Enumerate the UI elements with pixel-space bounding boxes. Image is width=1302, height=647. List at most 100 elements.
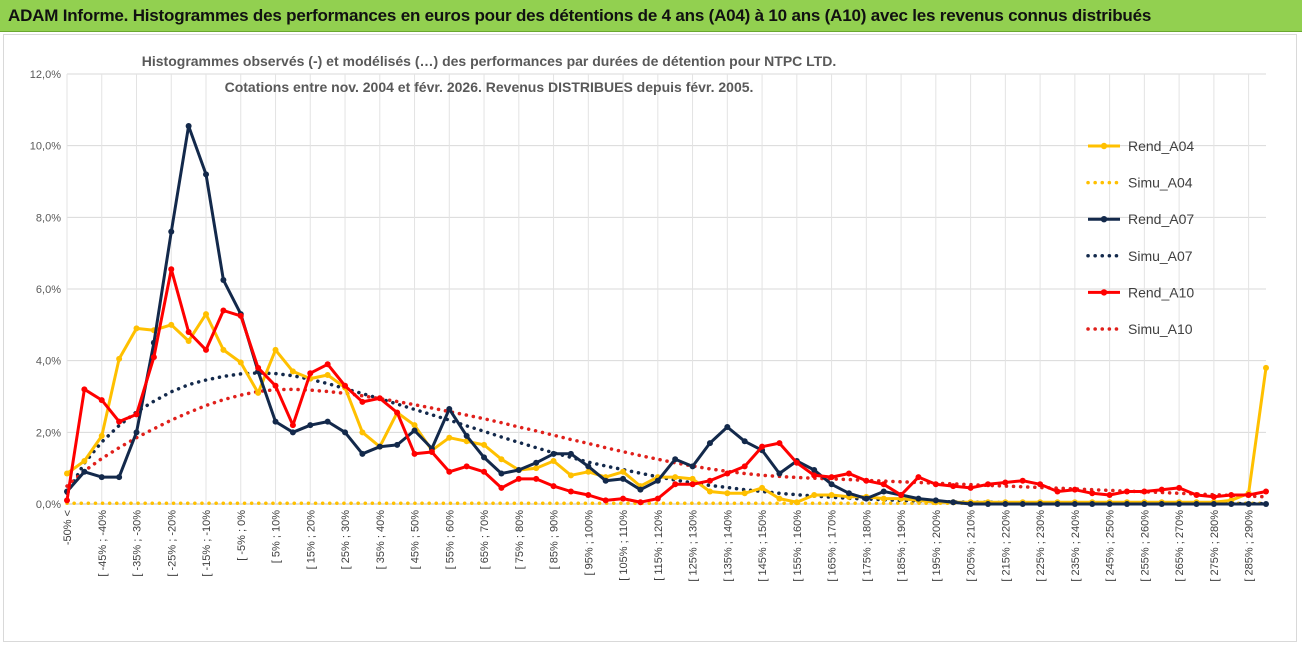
- data-point: [98, 432, 105, 439]
- data-point: [654, 477, 661, 484]
- data-point: [1263, 488, 1269, 495]
- data-point: [272, 382, 279, 389]
- data-point: [567, 488, 574, 495]
- data-point: [863, 495, 870, 502]
- x-tick-label: [ 75% ; 80%: [514, 510, 526, 570]
- x-tick-label: [ 65% ; 70%: [479, 510, 491, 570]
- data-point: [203, 311, 210, 318]
- data-point: [550, 450, 557, 457]
- data-point: [1245, 492, 1252, 499]
- data-point: [168, 266, 175, 273]
- data-point: [515, 475, 522, 482]
- data-point: [1037, 501, 1044, 507]
- data-point: [950, 499, 957, 506]
- x-tick-label: [ 45% ; 50%: [410, 510, 422, 570]
- data-point: [811, 492, 818, 499]
- data-point: [98, 397, 105, 404]
- data-point: [672, 456, 679, 463]
- data-point: [585, 463, 592, 470]
- legend-label: Simu_A10: [1128, 321, 1193, 337]
- data-point: [1141, 501, 1148, 507]
- data-point: [307, 422, 314, 429]
- legend-label: Rend_A10: [1128, 284, 1194, 300]
- data-point: [1089, 490, 1096, 497]
- data-point: [811, 472, 818, 479]
- data-point: [932, 481, 939, 488]
- data-point: [828, 474, 835, 481]
- x-tick-label: [ 165% ; 170%: [827, 510, 839, 582]
- series-line: [66, 312, 1268, 504]
- data-point: [481, 454, 488, 461]
- data-point: [133, 325, 140, 332]
- data-point: [498, 484, 505, 491]
- x-tick-label: [ 185% ; 190%: [896, 510, 908, 582]
- data-point: [1106, 501, 1113, 507]
- banner-title: ADAM Informe. Histogrammes des performan…: [8, 6, 1152, 25]
- data-point: [203, 171, 210, 178]
- data-point: [689, 463, 696, 470]
- data-point: [446, 406, 453, 413]
- data-point: [1002, 479, 1009, 486]
- data-point: [394, 441, 401, 448]
- data-point: [359, 450, 366, 457]
- x-tick-label: [ 285% ; 290%: [1244, 510, 1256, 582]
- data-point: [637, 499, 644, 506]
- data-point: [793, 499, 800, 506]
- data-point: [342, 429, 349, 436]
- data-point: [64, 497, 70, 504]
- x-tick-label: -50% <: [62, 510, 74, 545]
- data-point: [533, 459, 540, 466]
- chart-title-line1: Histogrammes observés (-) et modélisés (…: [142, 53, 836, 69]
- series-simu-a10: [65, 387, 1268, 499]
- data-point: [585, 468, 592, 475]
- data-point: [1158, 501, 1165, 507]
- chart-frame: 0,0% 2,0% 4,0% 6,0% 8,0% 10,0% 12,0% -50% < [ -…: [3, 34, 1297, 642]
- x-tick-label: [ 195% ; 200%: [931, 510, 943, 582]
- data-point: [689, 475, 696, 482]
- data-point: [828, 481, 835, 488]
- data-point: [1141, 488, 1148, 495]
- data-point: [741, 463, 748, 470]
- data-point: [1176, 484, 1183, 491]
- data-point: [654, 495, 661, 502]
- legend-label: Rend_A07: [1128, 211, 1194, 227]
- data-point: [915, 495, 922, 502]
- data-point: [307, 370, 314, 377]
- data-point: [463, 463, 470, 470]
- x-tick-label: [ 95% ; 100%: [583, 510, 595, 576]
- data-point: [585, 492, 592, 499]
- data-point: [515, 466, 522, 473]
- data-point: [289, 429, 296, 436]
- data-point: [272, 418, 279, 425]
- x-tick-label: [ 15% ; 20%: [305, 510, 317, 570]
- x-tick-label: [ 245% ; 250%: [1105, 510, 1117, 582]
- data-point: [620, 495, 627, 502]
- x-tick-label: [ 5% ; 10%: [271, 510, 283, 563]
- data-point: [1019, 477, 1026, 484]
- data-point: [116, 418, 123, 425]
- data-point: [1263, 501, 1269, 507]
- data-point: [741, 438, 748, 445]
- data-point: [1245, 501, 1252, 507]
- series-line: [65, 124, 1266, 506]
- data-point: [185, 122, 192, 129]
- data-point: [1228, 501, 1235, 507]
- legend-item-simu-a04: Simu_A04: [1086, 175, 1193, 191]
- data-point: [1106, 492, 1113, 499]
- x-tick-label: [ 115% ; 120%: [653, 510, 665, 581]
- x-tick-label: [ 205% ; 210%: [966, 510, 978, 582]
- data-point: [220, 346, 227, 353]
- line-chart: 0,0% 2,0% 4,0% 6,0% 8,0% 10,0% 12,0% -50% < [ -…: [30, 53, 1269, 582]
- data-point: [255, 364, 262, 371]
- data-point: [620, 475, 627, 482]
- data-point: [203, 346, 210, 353]
- data-point: [498, 470, 505, 477]
- data-point: [759, 484, 766, 491]
- data-point: [1054, 501, 1061, 507]
- data-point: [394, 409, 401, 416]
- x-tick-label: [ 25% ; 30%: [340, 510, 352, 570]
- y-tick-label: 10,0%: [30, 141, 61, 153]
- data-point: [672, 474, 679, 481]
- data-point: [967, 501, 974, 507]
- chart-title-line2: Cotations entre nov. 2004 et févr. 2026.…: [225, 79, 754, 95]
